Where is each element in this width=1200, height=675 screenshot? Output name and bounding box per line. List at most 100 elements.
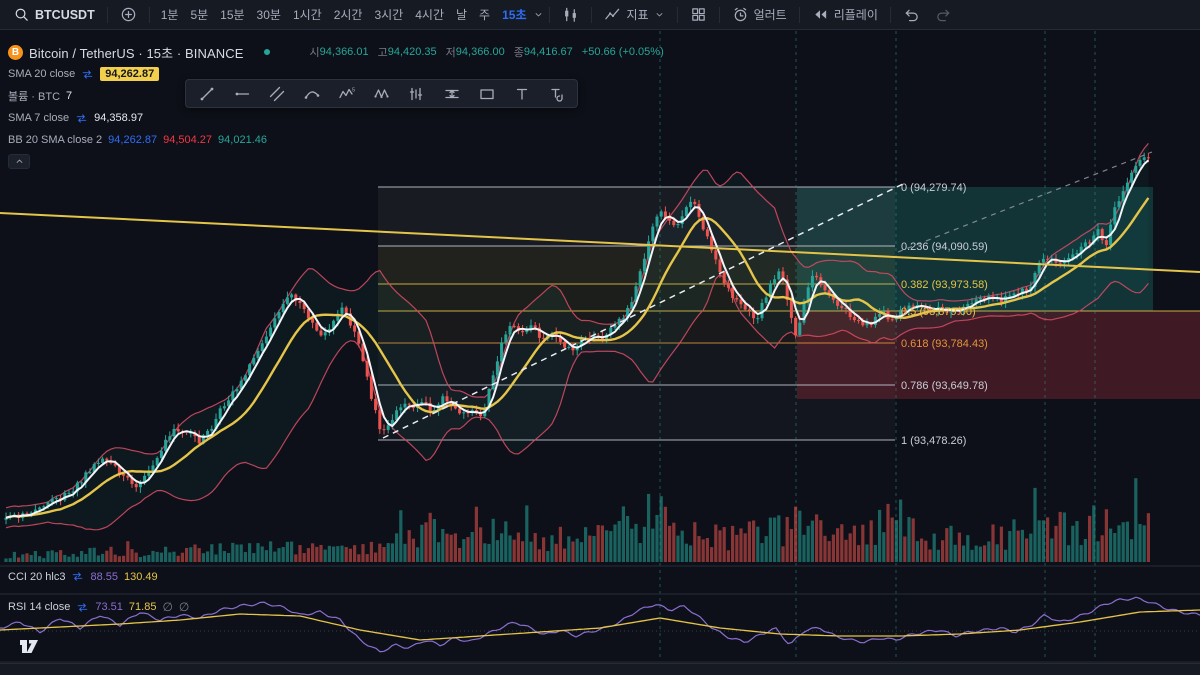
date-price-range-icon [443, 85, 461, 103]
parallel-channel-icon [268, 85, 286, 103]
market-status-dot [263, 49, 270, 55]
sync-icon [71, 570, 84, 583]
symbol-legend-row[interactable]: B Bitcoin / TetherUS · 15초 · BINANCE 시 94… [8, 44, 664, 61]
sync-icon [76, 601, 89, 614]
tradingview-logo[interactable] [14, 635, 44, 660]
bb-name: BB 20 SMA close 2 [8, 134, 103, 146]
plus-icon [120, 6, 137, 23]
symbol-search-button[interactable]: BTCUSDT [6, 3, 102, 27]
timeframe-1시간[interactable]: 1시간 [287, 3, 328, 27]
svg-text:1 (93,478.26): 1 (93,478.26) [901, 435, 966, 447]
timeframe-4시간[interactable]: 4시간 [409, 3, 450, 27]
timeframe-날[interactable]: 날 [450, 3, 473, 27]
drawing-toolbar: 5 [185, 79, 578, 108]
draw-tool-bars-pattern[interactable] [400, 82, 433, 106]
rsi-legend-row[interactable]: RSI 14 close 73.51 71.85 ∅ ∅ [8, 600, 189, 614]
draw-tool-horizontal-ray[interactable] [225, 82, 258, 106]
bb-lower-value: 94,021.46 [218, 134, 267, 146]
timeframe-주[interactable]: 주 [473, 3, 496, 27]
horizontal-ray-icon [233, 85, 251, 103]
draw-tool-elliott-wave[interactable]: 5 [330, 82, 363, 106]
timeframe-1분[interactable]: 1분 [155, 3, 185, 27]
bitcoin-logo-icon: B [8, 44, 23, 60]
timeframe-2시간[interactable]: 2시간 [328, 3, 369, 27]
timeframe-30분[interactable]: 30분 [251, 3, 287, 27]
toolbar-divider [676, 6, 678, 23]
draw-tool-xabcd-pattern[interactable] [365, 82, 398, 106]
indicator-row-bb[interactable]: BB 20 SMA close 2 94,262.87 94,504.27 94… [8, 132, 664, 148]
timeframe-group: 1분 5분 15분 30분 1시간 2시간 3시간 4시간 날 주 15초 [155, 3, 533, 27]
chevron-down-icon [654, 9, 665, 20]
indicators-label: 지표 [626, 8, 649, 22]
rectangle-icon [478, 85, 496, 103]
svg-text:0.618 (93,784.43): 0.618 (93,784.43) [901, 338, 988, 350]
volume-value: 7 [66, 90, 73, 102]
toolbar-divider [148, 6, 150, 23]
replay-icon [812, 6, 829, 23]
toolbar-divider [106, 6, 108, 23]
toolbar-divider [549, 6, 551, 23]
cci-name: CCI 20 hlc3 [8, 570, 66, 583]
collapse-legend-button[interactable] [8, 154, 30, 169]
symbol-title: Bitcoin / TetherUS · 15초 · BINANCE [29, 45, 244, 61]
redo-button[interactable] [928, 3, 959, 27]
high-label: 고 [377, 47, 388, 59]
indicator-row-sma7[interactable]: SMA 7 close 94,358.97 [8, 110, 664, 126]
ohlc-values: 시 94,366.01 고 94,420.35 저 94,366.00 종 94,416… [310, 44, 664, 60]
bb-basis-value: 94,262.87 [108, 134, 158, 146]
rsi-value-1: 73.51 [95, 601, 123, 613]
rsi-name: RSI 14 close [8, 601, 71, 613]
close-label: 종 [513, 47, 524, 59]
indicators-button[interactable]: 지표 [597, 3, 671, 27]
replay-button[interactable]: 리플레이 [805, 3, 885, 27]
sma20-name: SMA 20 close [8, 68, 76, 80]
cci-legend-row[interactable]: CCI 20 hlc3 88.55 130.49 [8, 570, 158, 583]
volume-name: 볼륨 · BTC [8, 91, 61, 103]
alert-button[interactable]: 얼러트 [725, 3, 794, 27]
null-set-icon: ∅ [178, 600, 190, 614]
undo-button[interactable] [896, 3, 927, 27]
redo-icon [935, 6, 952, 23]
draw-tool-rectangle[interactable] [470, 82, 503, 106]
timeframe-15초[interactable]: 15초 [496, 3, 532, 27]
cci-value-1: 88.55 [90, 570, 119, 583]
text-icon [513, 85, 531, 103]
chart-legend: B Bitcoin / TetherUS · 15초 · BINANCE 시 94… [8, 44, 664, 169]
candlestick-icon [562, 6, 579, 23]
replay-label: 리플레이 [833, 8, 878, 22]
draw-tool-text[interactable] [505, 82, 538, 106]
sync-icon [75, 112, 88, 125]
draw-tool-curve[interactable] [295, 82, 328, 106]
chevron-up-icon [14, 156, 25, 167]
chart-style-button[interactable] [555, 3, 586, 27]
draw-tool-trend-line[interactable] [190, 82, 223, 106]
indicator-row-volume[interactable]: 볼륨 · BTC 7 [8, 88, 664, 104]
timeframe-5분[interactable]: 5분 [184, 3, 214, 27]
null-set-icon: ∅ [162, 600, 173, 614]
toolbar-divider [591, 6, 593, 23]
open-label: 시 [309, 47, 320, 59]
draw-tool-anchored-text[interactable] [540, 82, 573, 106]
toolbar-divider [718, 6, 720, 23]
anchored-text-icon [548, 85, 566, 103]
sma20-value: 94,262.87 [100, 67, 160, 81]
low-label: 저 [445, 47, 456, 59]
svg-text:0.5 (93,879.00): 0.5 (93,879.00) [901, 306, 976, 318]
timeframe-3시간[interactable]: 3시간 [368, 3, 409, 27]
curve-icon [303, 85, 321, 103]
indicator-row-sma20[interactable]: SMA 20 close 94,262.87 [8, 66, 664, 82]
chevron-down-icon[interactable] [533, 9, 544, 20]
timeframe-15분[interactable]: 15분 [214, 3, 250, 27]
layout-grid-button[interactable] [683, 3, 714, 27]
add-symbol-button[interactable] [113, 3, 144, 27]
undo-icon [903, 6, 920, 23]
svg-text:0.236 (94,090.59): 0.236 (94,090.59) [901, 241, 988, 253]
sma7-value: 94,358.97 [94, 112, 144, 124]
draw-tool-parallel-channel[interactable] [260, 82, 293, 106]
search-icon [13, 6, 30, 23]
top-toolbar: BTCUSDT 1분 5분 15분 30분 1시간 2시간 3시간 4시간 날 주 15초 지표 얼… [0, 0, 1200, 30]
toolbar-divider [798, 6, 800, 23]
low-value: 94,366.00 [455, 46, 505, 58]
draw-tool-date-price-range[interactable] [435, 82, 468, 106]
